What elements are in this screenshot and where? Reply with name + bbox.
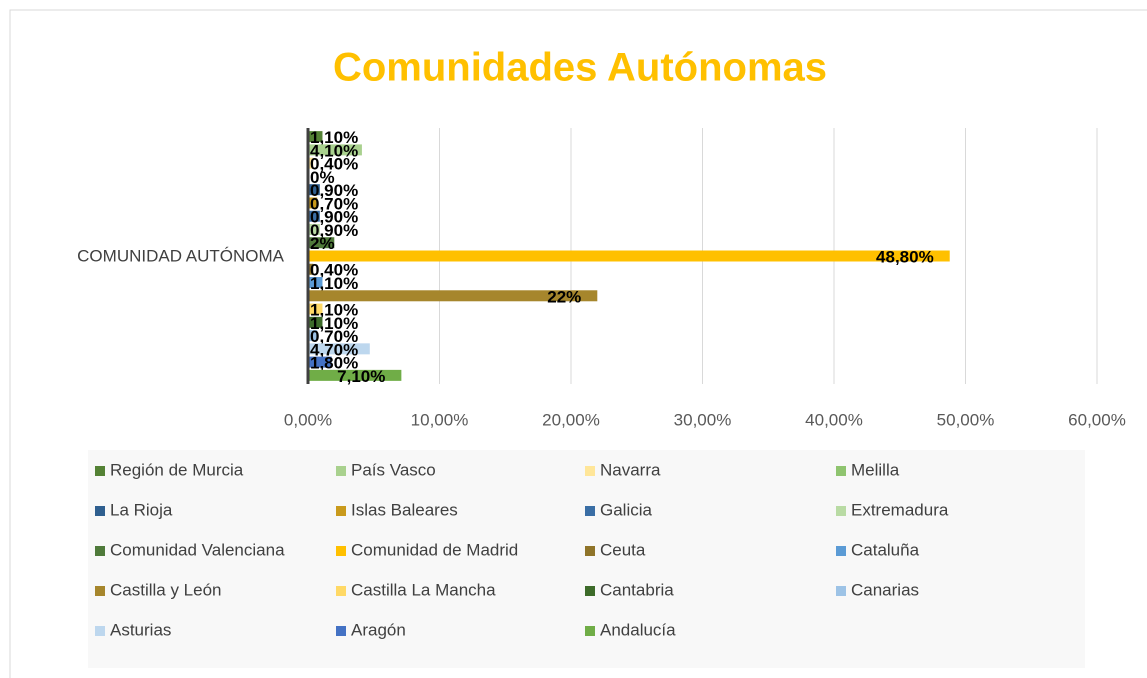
legend-label: Cantabria	[600, 580, 674, 599]
x-tick-label: 30,00%	[674, 410, 732, 429]
legend-swatch	[585, 586, 595, 596]
x-tick-label: 10,00%	[411, 410, 469, 429]
data-label: 2%	[310, 234, 335, 253]
legend-swatch	[585, 506, 595, 516]
data-label: 1,10%	[310, 274, 358, 293]
data-label: 1,10%	[310, 301, 358, 320]
legend-swatch	[95, 626, 105, 636]
data-label: 0,70%	[310, 194, 358, 213]
bar	[308, 290, 598, 302]
legend-label: Extremadura	[851, 500, 949, 519]
bar	[308, 157, 314, 169]
legend-swatch	[95, 466, 105, 476]
legend-swatch	[836, 586, 846, 596]
legend-label: Aragón	[351, 620, 406, 639]
data-label: 7,10%	[337, 367, 385, 386]
bar	[308, 237, 335, 249]
legend-label: Ceuta	[600, 540, 646, 559]
bar	[308, 277, 323, 289]
data-label: 48,80%	[876, 247, 934, 266]
legend-label: Navarra	[600, 460, 661, 479]
data-label: 4,10%	[310, 141, 358, 160]
bar	[308, 197, 318, 209]
data-label: 0,90%	[310, 208, 358, 227]
legend-swatch	[336, 466, 346, 476]
x-tick-label: 0,00%	[284, 410, 332, 429]
legend-swatch	[336, 546, 346, 556]
chart-title: Comunidades Autónomas	[333, 46, 827, 90]
legend-label: La Rioja	[110, 500, 173, 519]
legend-label: Castilla La Mancha	[351, 580, 496, 599]
bar	[308, 303, 323, 315]
legend-label: Región de Murcia	[110, 460, 244, 479]
bar	[308, 263, 314, 275]
data-label: 22%	[547, 287, 581, 306]
bar	[308, 210, 320, 222]
x-tick-label: 40,00%	[805, 410, 863, 429]
bar	[308, 356, 332, 368]
x-tick-label: 50,00%	[937, 410, 995, 429]
data-label: 0,90%	[310, 181, 358, 200]
legend-swatch	[836, 546, 846, 556]
legend-swatch	[585, 466, 595, 476]
legend-label: Comunidad Valenciana	[110, 540, 285, 559]
legend-swatch	[95, 586, 105, 596]
legend-swatch	[836, 506, 846, 516]
legend-swatch	[95, 546, 105, 556]
legend-label: Castilla y León	[110, 580, 222, 599]
bar	[308, 131, 323, 143]
bar	[308, 223, 320, 235]
x-tick-label: 20,00%	[542, 410, 600, 429]
legend-label: Andalucía	[600, 620, 676, 639]
legend-swatch	[336, 586, 346, 596]
x-tick-label: 60,00%	[1068, 410, 1126, 429]
legend-swatch	[836, 466, 846, 476]
legend-label: Canarias	[851, 580, 919, 599]
legend-swatch	[585, 546, 595, 556]
bar	[308, 343, 370, 355]
legend-swatch	[336, 626, 346, 636]
legend-label: Asturias	[110, 620, 171, 639]
legend-label: Melilla	[851, 460, 900, 479]
data-label: 0,90%	[310, 221, 358, 240]
legend-swatch	[585, 626, 595, 636]
legend-label: Islas Baleares	[351, 500, 458, 519]
legend-label: Cataluña	[851, 540, 920, 559]
legend-label: Galicia	[600, 500, 653, 519]
data-label: 0,40%	[310, 155, 358, 174]
data-label: 0%	[310, 168, 335, 187]
legend-label: País Vasco	[351, 460, 436, 479]
data-label: 4,70%	[310, 340, 358, 359]
category-label: COMUNIDAD AUTÓNOMA	[77, 246, 285, 265]
bar	[308, 316, 323, 328]
data-label: 1,80%	[310, 354, 358, 373]
bar	[308, 369, 402, 381]
bar	[308, 330, 318, 342]
bar	[308, 184, 320, 196]
data-label: 0,70%	[310, 327, 358, 346]
legend-label: Comunidad de Madrid	[351, 540, 518, 559]
bar	[308, 250, 950, 262]
bar	[308, 144, 362, 156]
legend-swatch	[95, 506, 105, 516]
data-label: 1,10%	[310, 314, 358, 333]
legend-swatch	[336, 506, 346, 516]
data-label: 1,10%	[310, 128, 358, 147]
data-label: 0,40%	[310, 261, 358, 280]
